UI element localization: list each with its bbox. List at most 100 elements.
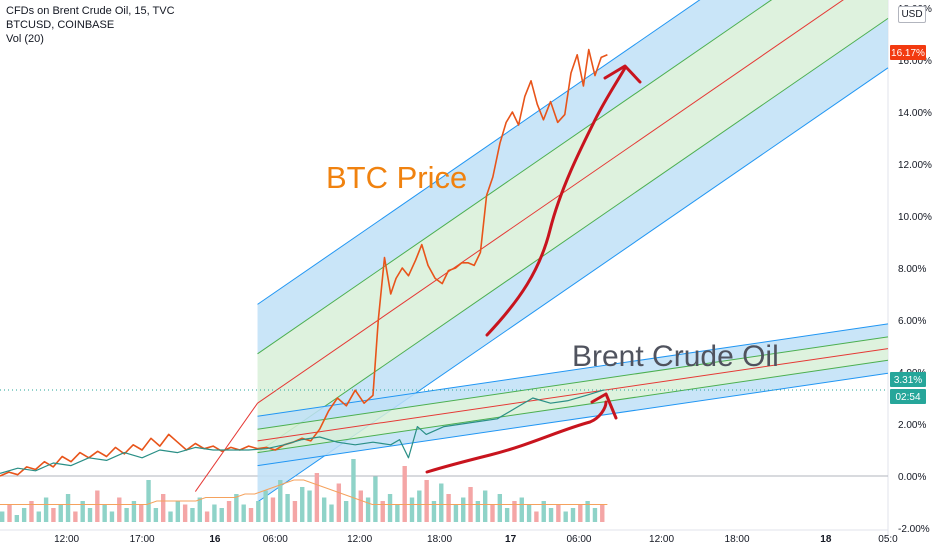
channel-0-mid-line (257, 0, 844, 404)
channel-1-mid-line (257, 348, 889, 442)
volume-bar (285, 494, 290, 522)
x-tick-label: 06:00 (263, 534, 288, 545)
volume-bar (160, 494, 166, 522)
x-tick-label: 16 (209, 534, 221, 545)
x-tick-label: 17:00 (130, 534, 155, 545)
volume-bar (212, 504, 217, 522)
x-tick-label: 18:00 (725, 534, 750, 545)
channel-0-lower-outer-band (257, 18, 888, 503)
annotation-brent-crude-oil: Brent Crude Oil (572, 340, 779, 373)
x-tick-label: 18:00 (427, 534, 452, 545)
volume-bar (431, 501, 437, 522)
series-line-btc[interactable] (0, 48, 608, 477)
x-tick-label: 05:0 (878, 534, 898, 545)
channel-0-upper-line (257, 0, 701, 305)
oil-arrow-head (590, 392, 618, 420)
volume-bar (124, 508, 129, 522)
volume-bar (168, 511, 173, 522)
y-tick-label: 14.00% (898, 108, 932, 119)
price-tag-countdown[interactable]: 02:54 (895, 392, 920, 403)
volume-bar (526, 504, 532, 522)
price-tag-btc-bg (890, 45, 926, 60)
volume-bar (321, 497, 327, 522)
volume-bar (307, 490, 312, 522)
x-tick-label: 12:00 (347, 534, 372, 545)
volume-bar (497, 494, 503, 522)
volume-bar (278, 480, 283, 522)
volume-bar (380, 501, 385, 522)
channel-0-inner-band (257, 0, 888, 453)
chart-legend: CFDs on Brent Crude Oil, 15, TVC BTCUSD,… (6, 4, 175, 46)
volume-bar (248, 508, 254, 522)
legend-symbol-oil[interactable]: CFDs on Brent Crude Oil, 15, TVC (6, 5, 175, 17)
volume-bar (336, 483, 342, 522)
series-line-oil[interactable] (0, 389, 605, 474)
volume-bar (190, 508, 195, 522)
y-tick-label: 10.00% (898, 212, 932, 223)
channel-1-lower-inner-line (257, 359, 889, 454)
channel-1-lower-outer-band (257, 360, 888, 466)
x-tick-label: 12:00 (649, 534, 674, 545)
annotation-btc-price: BTC Price (326, 160, 467, 195)
volume-bar (219, 508, 224, 522)
volume-bar (395, 504, 400, 522)
volume-bar (461, 497, 466, 522)
channel-1-upper-inner-line (257, 336, 889, 430)
volume-bar (504, 508, 510, 522)
channel-0-mid-extension (194, 402, 258, 492)
volume-bar (51, 508, 56, 522)
volume-bar (358, 490, 363, 522)
y-tick-label: 16.00% (898, 56, 932, 67)
volume-bar (519, 497, 524, 522)
volume-bar (578, 504, 583, 522)
volume-bar (241, 504, 246, 522)
x-tick-label: 06:00 (566, 534, 591, 545)
volume-bar (87, 508, 93, 522)
volume-bar (548, 508, 554, 522)
volume-bar (292, 501, 298, 522)
volume-bar (197, 497, 202, 522)
y-tick-label: 12.00% (898, 160, 932, 171)
volume-bar (556, 504, 561, 522)
volume-bar (73, 511, 78, 522)
volume-bar (29, 501, 34, 522)
channel-1-lower-line (257, 372, 889, 467)
volume-bar (563, 511, 568, 522)
volume-bar (139, 504, 144, 522)
volume-bar (117, 497, 122, 522)
y-tick-label: 2.00% (898, 420, 926, 431)
volume-bar (43, 497, 49, 522)
y-tick-label: 0.00% (898, 472, 926, 483)
volume-bar (175, 501, 181, 522)
volume-bar (226, 501, 232, 522)
volume-bar (58, 504, 63, 522)
volume-bar (7, 504, 12, 522)
volume-bar (482, 490, 488, 522)
volume-bar (95, 490, 100, 522)
volume-bar (570, 508, 576, 522)
y-tick-label: 6.00% (898, 316, 926, 327)
volume-bar (446, 494, 451, 522)
x-tick-label: 12:00 (54, 534, 79, 545)
volume-bar (351, 459, 356, 522)
volume-bar (373, 476, 378, 522)
x-tick-label: 17 (505, 534, 517, 545)
y-tick-label: -2.00% (898, 524, 930, 535)
volume-bar (153, 508, 159, 522)
volume-bar (300, 487, 305, 522)
volume-bar (314, 473, 320, 522)
volume-bar (387, 494, 393, 522)
volume-bar (585, 501, 590, 522)
price-tag-btc[interactable]: 16.17% (891, 48, 925, 59)
price-tag-oil-bg (890, 372, 926, 387)
volume-bar (541, 501, 546, 522)
volume-bar (475, 501, 481, 522)
btc-arrow-head (603, 64, 642, 84)
currency-badge[interactable]: USD (898, 6, 926, 23)
price-tag-oil[interactable]: 3.31% (894, 375, 922, 386)
volume-bar (102, 504, 107, 522)
legend-volume[interactable]: Vol (20) (6, 33, 44, 45)
legend-symbol-btc[interactable]: BTCUSD, COINBASE (6, 19, 115, 31)
channel-0-upper-inner-line (257, 0, 773, 355)
